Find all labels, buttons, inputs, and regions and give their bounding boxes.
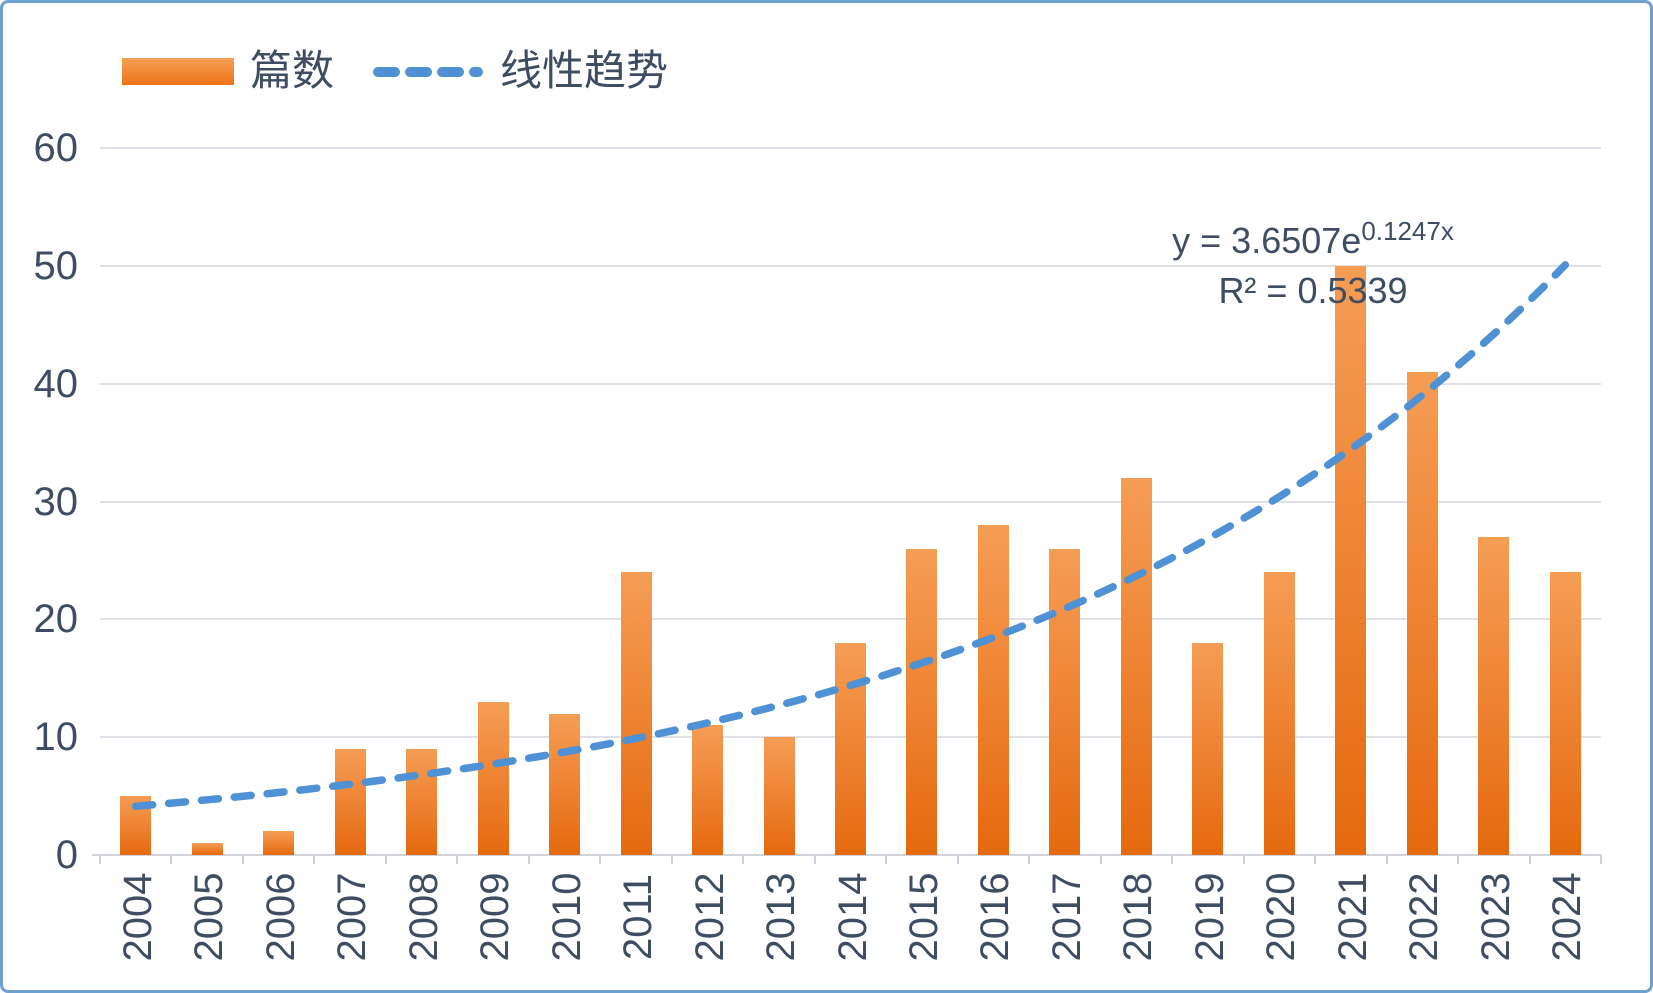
trendline-equation-annotation: y = 3.6507e0.1247x R² = 0.5339 xyxy=(1040,214,1586,315)
bar-2021 xyxy=(1335,265,1367,855)
bar-2016 xyxy=(977,525,1009,855)
y-axis-tick-label-30: 30 xyxy=(33,479,79,524)
bar-2023 xyxy=(1478,536,1510,855)
gridline-y-30 xyxy=(100,500,1601,503)
y-axis-tick-label-50: 50 xyxy=(33,243,79,288)
bar-2015 xyxy=(906,548,938,855)
x-axis-tick xyxy=(599,855,602,864)
series-legend-label: 篇数 xyxy=(250,47,335,94)
x-axis-tick xyxy=(313,855,316,864)
bar-2007 xyxy=(334,748,366,855)
x-axis-tick xyxy=(456,855,459,864)
gridline-y-50 xyxy=(100,264,1601,267)
bar-2009 xyxy=(477,701,509,855)
gridline-y-40 xyxy=(100,382,1601,385)
equation-line: y = 3.6507e0.1247x xyxy=(1172,216,1454,261)
y-axis-tick-label-10: 10 xyxy=(33,715,79,760)
x-axis-tick xyxy=(1099,855,1102,864)
bar-2011 xyxy=(620,572,652,855)
series-color-swatch xyxy=(122,57,234,85)
x-axis-tick xyxy=(1242,855,1245,864)
y-axis-tick-label-0: 0 xyxy=(55,833,78,877)
bar-2022 xyxy=(1406,371,1438,855)
bar-2017 xyxy=(1049,548,1081,855)
r-squared-line: R² = 0.5339 xyxy=(1218,269,1408,311)
bar-2020 xyxy=(1263,572,1295,855)
trendline-legend-swatch xyxy=(373,66,484,77)
x-axis-tick xyxy=(1385,855,1388,864)
x-axis-tick xyxy=(1528,855,1531,864)
bar-2018 xyxy=(1120,477,1152,855)
x-axis-tick xyxy=(742,855,745,864)
x-axis-tick xyxy=(670,855,673,864)
x-axis-tick xyxy=(1600,855,1602,864)
x-axis-tick xyxy=(99,855,101,864)
y-axis-tick-label-40: 40 xyxy=(33,361,79,406)
x-axis-tick xyxy=(956,855,959,864)
bar-2006 xyxy=(263,831,295,855)
x-axis-tick xyxy=(527,855,530,864)
legend: 篇数 线性趋势 xyxy=(122,47,669,94)
bar-2008 xyxy=(406,748,438,855)
gridline-y-20 xyxy=(100,618,1601,621)
y-axis-tick-label-60: 60 xyxy=(33,126,79,170)
x-axis-line xyxy=(92,854,1601,856)
y-axis-tick-label-20: 20 xyxy=(33,597,79,642)
bar-2010 xyxy=(549,713,581,855)
bar-2019 xyxy=(1192,642,1224,855)
bar-2014 xyxy=(835,642,866,855)
x-axis-tick xyxy=(1028,855,1031,864)
trendline-legend-label: 线性趋势 xyxy=(500,47,669,94)
bar-2013 xyxy=(763,737,795,855)
gridline-y-60 xyxy=(100,147,1601,149)
x-axis-tick xyxy=(1314,855,1317,864)
x-axis-tick xyxy=(1171,855,1174,864)
bar-2005 xyxy=(191,843,223,855)
bar-2024 xyxy=(1549,572,1581,855)
x-axis-tick xyxy=(813,855,816,864)
x-axis-tick xyxy=(1457,855,1460,864)
x-axis-tick xyxy=(885,855,888,864)
x-axis-tick xyxy=(241,855,244,864)
bar-2012 xyxy=(692,725,724,855)
x-axis-tick xyxy=(170,855,173,864)
equation-exponent: 0.1247x xyxy=(1361,216,1454,246)
x-axis-tick xyxy=(384,855,387,864)
trendline-dashed-path xyxy=(131,261,1570,811)
